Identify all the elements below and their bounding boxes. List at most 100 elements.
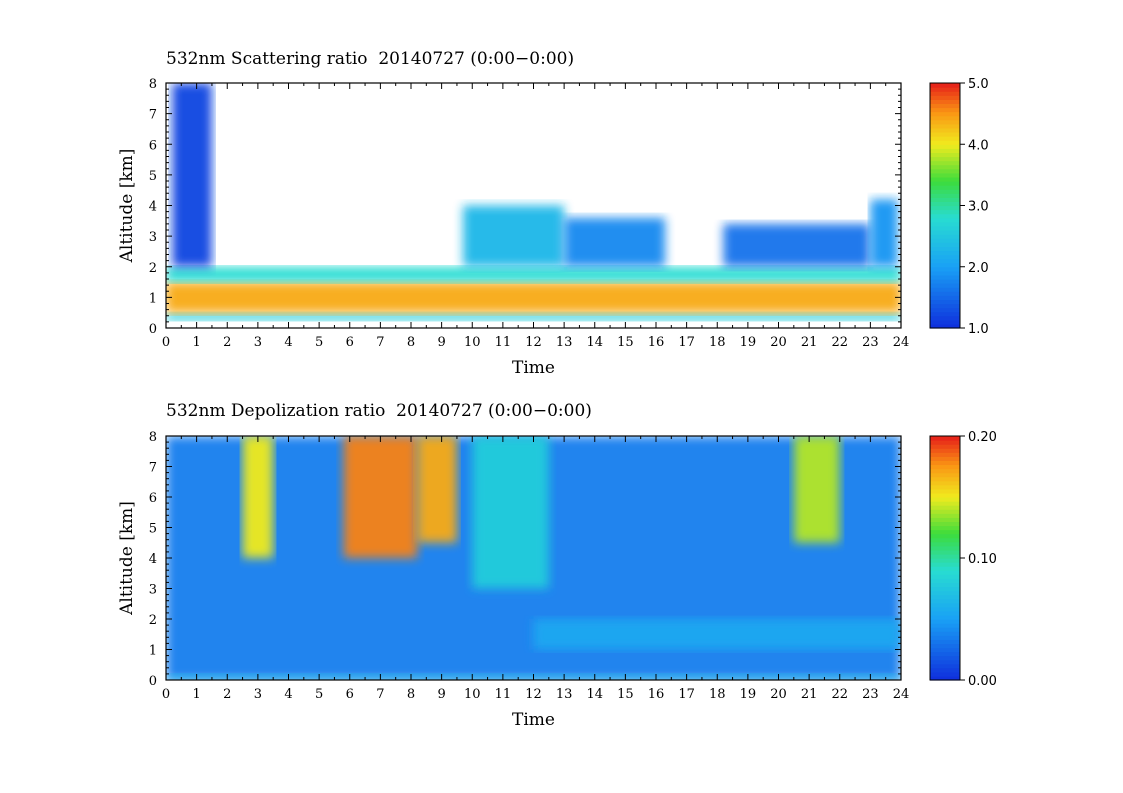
colorbar-segment <box>930 529 960 535</box>
colorbar-segment <box>930 115 960 121</box>
colorbar-segment <box>930 501 960 506</box>
colorbar-tick-label: 0.20 <box>968 430 997 445</box>
chart-title-depolarization: 532nm Depolization ratio 20140727 (0:00−… <box>166 401 592 421</box>
colorbar-segment <box>930 164 960 170</box>
colorbar-segment <box>930 319 960 325</box>
colorbar-segment <box>930 111 960 117</box>
colorbar-segment <box>930 545 960 551</box>
colorbar-segment <box>930 497 960 502</box>
colorbar-segment <box>930 488 960 494</box>
colorbar-segment <box>930 185 960 190</box>
colorbar-segment <box>930 291 960 296</box>
x-tick-label: 14 <box>586 687 603 702</box>
colorbar-segment <box>930 598 960 604</box>
colorbar-segment <box>930 213 960 219</box>
scattering-ratio-panel: 0 1 2 3 4 5 6 7 8 9 10 11 12 13 14 15 16 17 18 19 20 21 22 23 24… <box>117 77 989 378</box>
colorbar-segment <box>930 631 960 636</box>
colorbar-segment <box>930 168 960 174</box>
colorbar-segment <box>930 578 960 583</box>
colorbar-segment <box>930 517 960 522</box>
scattering-layer-2 <box>166 266 901 283</box>
scattering-layer-5 <box>564 217 666 267</box>
colorbar-segment <box>930 299 960 305</box>
colorbar-segment <box>930 643 960 649</box>
y-tick-label: 8 <box>149 430 157 445</box>
colorbar-segment <box>930 205 960 211</box>
scattering-layer-6 <box>723 223 871 267</box>
colorbar-segment <box>930 152 960 158</box>
colorbar-segment <box>930 464 960 470</box>
y-tick-label: 5 <box>149 522 157 537</box>
colorbar-segment <box>930 460 960 466</box>
x-tick-label: 3 <box>254 687 262 702</box>
colorbar-segment <box>930 606 960 612</box>
colorbar-segment <box>930 127 960 133</box>
colorbar-segment <box>930 234 960 239</box>
colorbar-segment <box>930 553 960 559</box>
scattering-layer-0 <box>166 312 901 321</box>
colorbar-segment <box>930 250 960 256</box>
x-tick-label: 20 <box>770 335 787 350</box>
scattering-layer-4 <box>463 205 565 267</box>
colorbar-segment <box>930 659 960 665</box>
colorbar-segment <box>930 525 960 531</box>
x-tick-label: 3 <box>254 335 262 350</box>
x-tick-label: 16 <box>648 687 665 702</box>
x-tick-label: 1 <box>192 335 200 350</box>
x-tick-label: 17 <box>678 687 695 702</box>
depolarization-layer-6 <box>472 436 549 589</box>
colorbar-segment <box>930 675 960 681</box>
y-tick-label: 2 <box>149 613 157 628</box>
y-tick-label: 6 <box>149 491 157 506</box>
colorbar-segment <box>930 156 960 162</box>
x-tick-label: 13 <box>556 335 573 350</box>
depolarization-layer-7 <box>793 436 840 543</box>
colorbar-segment <box>930 623 960 628</box>
y-tick-label: 1 <box>149 644 157 659</box>
x-tick-label: 22 <box>831 687 848 702</box>
colorbar-segment <box>930 602 960 608</box>
colorbar-segment <box>930 484 960 490</box>
colorbar-segment <box>930 558 960 563</box>
colorbar-segment <box>930 283 960 288</box>
colorbar-tick-label: 5.0 <box>968 77 989 92</box>
colorbar-segment <box>930 181 960 186</box>
x-tick-label: 17 <box>678 335 695 350</box>
colorbar-segment <box>930 444 960 449</box>
x-tick-label: 11 <box>495 687 512 702</box>
heatmap-layers <box>166 436 901 680</box>
colorbar-segment <box>930 274 960 280</box>
colorbar-segment <box>930 172 960 178</box>
y-tick-label: 0 <box>149 674 157 689</box>
x-tick-label: 7 <box>376 687 384 702</box>
colorbar-segment <box>930 295 960 301</box>
x-tick-label: 8 <box>407 335 415 350</box>
x-tick-label: 14 <box>586 335 603 350</box>
colorbar-segment <box>930 671 960 677</box>
y-tick-label: 8 <box>149 77 157 92</box>
colorbar-segment <box>930 132 960 137</box>
colorbar-segment <box>930 225 960 231</box>
colorbar-segment <box>930 667 960 673</box>
y-tick-label: 3 <box>149 230 157 245</box>
colorbar-segment <box>930 619 960 624</box>
colorbar-segment <box>930 590 960 596</box>
colorbar-tick-label: 3.0 <box>968 200 989 215</box>
colorbar-segment <box>930 448 960 453</box>
colorbar-segment <box>930 627 960 632</box>
x-tick-label: 11 <box>495 335 512 350</box>
colorbar-segment <box>930 562 960 567</box>
x-tick-label: 22 <box>831 335 848 350</box>
colorbar-segment <box>930 119 960 125</box>
colorbar-segment <box>930 651 960 657</box>
colorbar-segment <box>930 541 960 547</box>
colorbar-segment <box>930 189 960 194</box>
colorbar-segment <box>930 148 960 154</box>
y-tick-label: 7 <box>149 108 157 123</box>
colorbar-segment <box>930 468 960 474</box>
colorbar-segment <box>930 614 960 620</box>
colorbar-segment <box>930 440 960 445</box>
colorbar-segment <box>930 230 960 235</box>
